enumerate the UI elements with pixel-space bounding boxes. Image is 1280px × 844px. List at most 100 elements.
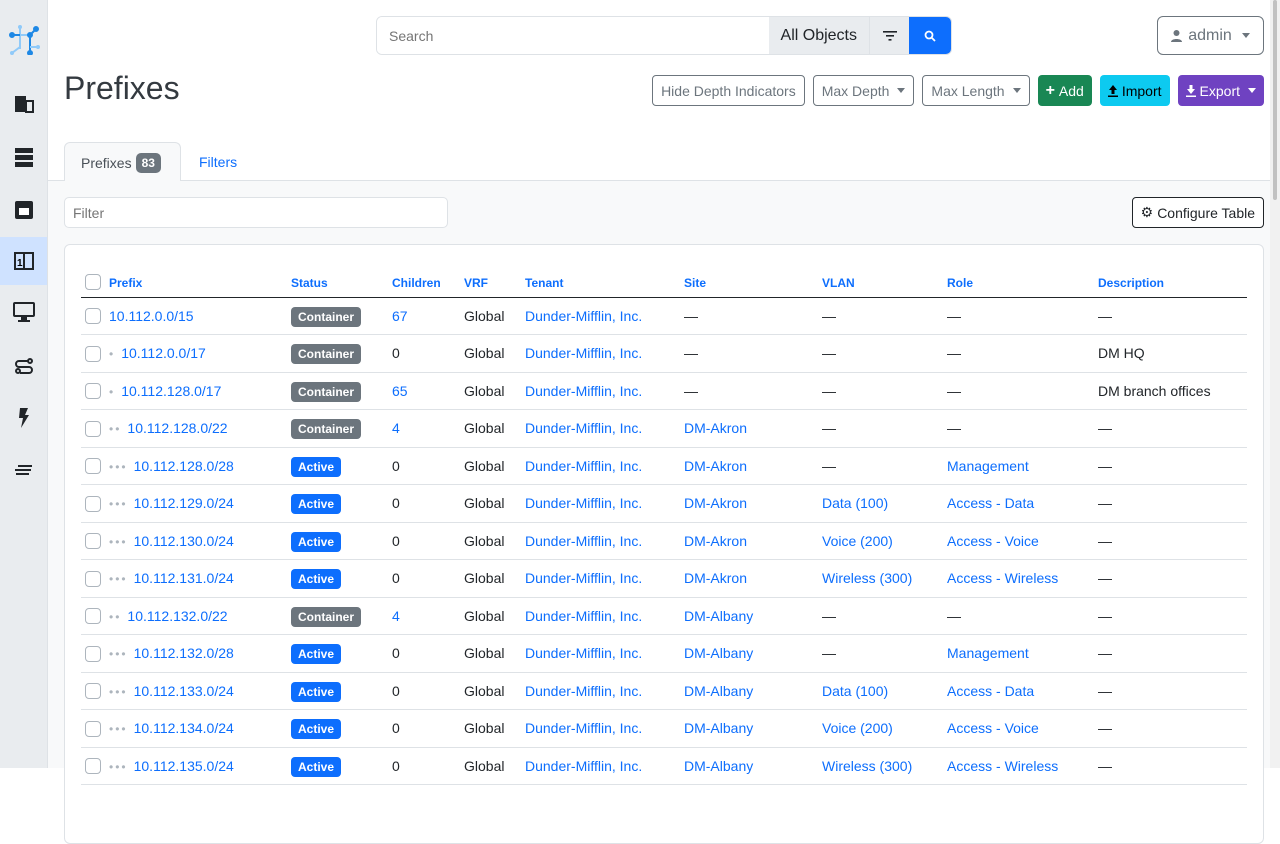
vlan-link[interactable]: Data (100)	[822, 495, 889, 512]
vlan-link[interactable]: Data (100)	[822, 682, 889, 699]
row-checkbox[interactable]	[85, 420, 101, 437]
tenant-link[interactable]: Dunder-Mifflin, Inc.	[525, 420, 643, 437]
row-checkbox[interactable]	[85, 645, 101, 662]
devices-icon[interactable]	[0, 138, 47, 176]
netbox-logo-icon[interactable]	[0, 20, 47, 58]
role-link[interactable]: Access - Voice	[947, 720, 1039, 737]
column-header-description[interactable]: Description	[1094, 265, 1247, 298]
column-header-prefix[interactable]: Prefix	[105, 265, 287, 298]
export-dropdown[interactable]: Export	[1177, 75, 1264, 106]
tenant-link[interactable]: Dunder-Mifflin, Inc.	[525, 307, 643, 324]
virtualization-icon[interactable]	[0, 293, 47, 331]
column-header-vrf[interactable]: VRF	[460, 265, 521, 298]
connections-icon[interactable]	[0, 191, 47, 229]
column-header-role[interactable]: Role	[943, 265, 1094, 298]
role-link[interactable]: Access - Data	[947, 495, 1035, 512]
row-checkbox[interactable]	[85, 308, 101, 325]
row-checkbox[interactable]	[85, 345, 101, 362]
max-length-dropdown[interactable]: Max Length	[922, 75, 1030, 106]
prefix-link[interactable]: 10.112.0.0/15	[109, 307, 194, 324]
row-checkbox[interactable]	[85, 495, 101, 512]
prefix-link[interactable]: 10.112.131.0/24	[133, 570, 234, 587]
children-link[interactable]: 67	[392, 307, 408, 324]
row-checkbox[interactable]	[85, 383, 101, 400]
site-link[interactable]: DM-Albany	[684, 682, 754, 699]
site-link[interactable]: DM-Albany	[684, 757, 754, 774]
prefix-link[interactable]: 10.112.128.0/22	[127, 420, 228, 437]
site-link[interactable]: DM-Akron	[684, 532, 748, 549]
max-depth-dropdown[interactable]: Max Depth	[812, 75, 915, 106]
role-link[interactable]: Access - Data	[947, 682, 1035, 699]
prefix-link[interactable]: 10.112.128.0/28	[133, 457, 234, 474]
ipam-icon[interactable]: 1	[0, 237, 47, 285]
vlan-link[interactable]: Voice (200)	[822, 720, 893, 737]
role-link[interactable]: Access - Wireless	[947, 757, 1059, 774]
role-link[interactable]: Management	[947, 645, 1029, 662]
site-link[interactable]: DM-Akron	[684, 495, 748, 512]
provisioning-icon[interactable]	[0, 451, 47, 489]
prefix-link[interactable]: 10.112.132.0/22	[127, 607, 228, 624]
tab-filters[interactable]: Filters	[183, 142, 253, 181]
select-all-checkbox[interactable]	[85, 273, 101, 290]
tenant-link[interactable]: Dunder-Mifflin, Inc.	[525, 570, 643, 587]
children-link[interactable]: 65	[392, 382, 408, 399]
site-link[interactable]: DM-Albany	[684, 645, 754, 662]
search-scope-select[interactable]: All Objects	[768, 17, 869, 54]
tenant-link[interactable]: Dunder-Mifflin, Inc.	[525, 645, 643, 662]
role-link[interactable]: Management	[947, 457, 1029, 474]
tenant-link[interactable]: Dunder-Mifflin, Inc.	[525, 457, 643, 474]
vlan-link[interactable]: Voice (200)	[822, 532, 893, 549]
vlan-link[interactable]: Wireless (300)	[822, 570, 913, 587]
scrollbar[interactable]	[1270, 0, 1280, 768]
tenant-link[interactable]: Dunder-Mifflin, Inc.	[525, 532, 643, 549]
search-button[interactable]	[909, 17, 951, 54]
row-checkbox[interactable]	[85, 720, 101, 737]
search-filter-button[interactable]	[869, 17, 909, 54]
tenant-link[interactable]: Dunder-Mifflin, Inc.	[525, 720, 643, 737]
site-link[interactable]: DM-Akron	[684, 570, 748, 587]
add-button[interactable]: + Add	[1037, 75, 1092, 106]
prefix-link[interactable]: 10.112.130.0/24	[133, 532, 234, 549]
tenant-link[interactable]: Dunder-Mifflin, Inc.	[525, 495, 643, 512]
children-link[interactable]: 4	[392, 420, 400, 437]
tenant-link[interactable]: Dunder-Mifflin, Inc.	[525, 757, 643, 774]
row-checkbox[interactable]	[85, 758, 101, 775]
import-button[interactable]: Import	[1099, 75, 1170, 106]
row-checkbox[interactable]	[85, 608, 101, 625]
power-icon[interactable]	[0, 399, 47, 437]
column-header-site[interactable]: Site	[680, 265, 818, 298]
site-link[interactable]: DM-Albany	[684, 720, 754, 737]
vlan-link[interactable]: Wireless (300)	[822, 757, 913, 774]
prefix-link[interactable]: 10.112.133.0/24	[133, 682, 234, 699]
prefix-link[interactable]: 10.112.134.0/24	[133, 720, 234, 737]
column-header-tenant[interactable]: Tenant	[521, 265, 680, 298]
row-checkbox[interactable]	[85, 570, 101, 587]
search-input[interactable]	[377, 17, 769, 54]
role-link[interactable]: Access - Voice	[947, 532, 1039, 549]
tenant-link[interactable]: Dunder-Mifflin, Inc.	[525, 382, 643, 399]
row-checkbox[interactable]	[85, 458, 101, 475]
organization-icon[interactable]	[0, 85, 47, 123]
tenant-link[interactable]: Dunder-Mifflin, Inc.	[525, 682, 643, 699]
column-header-status[interactable]: Status	[287, 265, 388, 298]
prefix-link[interactable]: 10.112.0.0/17	[121, 345, 206, 362]
table-filter-input[interactable]	[64, 197, 448, 228]
row-checkbox[interactable]	[85, 683, 101, 700]
tenant-link[interactable]: Dunder-Mifflin, Inc.	[525, 345, 643, 362]
column-header-children[interactable]: Children	[388, 265, 460, 298]
user-menu-button[interactable]: admin	[1157, 16, 1264, 55]
column-header-vlan[interactable]: VLAN	[818, 265, 943, 298]
site-link[interactable]: DM-Albany	[684, 607, 754, 624]
prefix-link[interactable]: 10.112.128.0/17	[121, 382, 222, 399]
prefix-link[interactable]: 10.112.135.0/24	[133, 757, 234, 774]
configure-table-button[interactable]: ⚙ Configure Table	[1131, 197, 1264, 228]
children-link[interactable]: 4	[392, 607, 400, 624]
role-link[interactable]: Access - Wireless	[947, 570, 1059, 587]
prefix-link[interactable]: 10.112.132.0/28	[133, 645, 234, 662]
site-link[interactable]: DM-Akron	[684, 457, 748, 474]
hide-depth-indicators-button[interactable]: Hide Depth Indicators	[652, 75, 805, 106]
row-checkbox[interactable]	[85, 533, 101, 550]
tenant-link[interactable]: Dunder-Mifflin, Inc.	[525, 607, 643, 624]
site-link[interactable]: DM-Akron	[684, 420, 748, 437]
circuits-icon[interactable]	[0, 347, 47, 385]
